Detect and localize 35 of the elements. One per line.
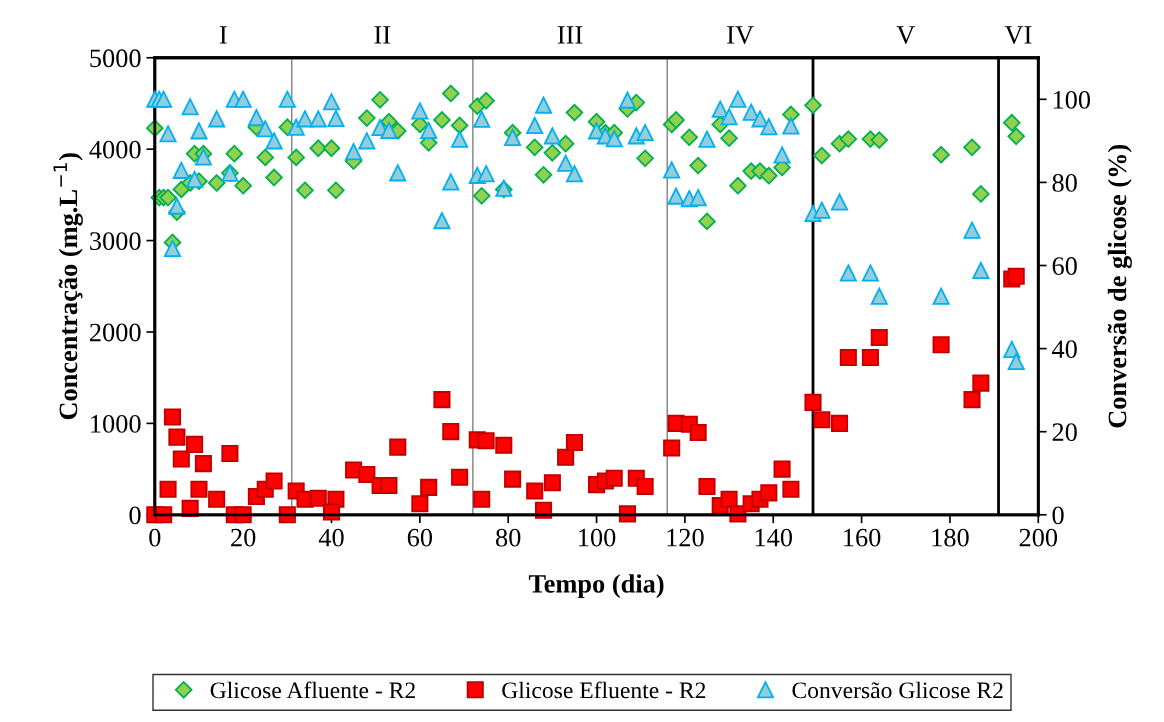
y-tick-label: 2000	[90, 323, 141, 342]
x-tick-label: 80	[496, 528, 521, 547]
y-axis-title: Concentração (mg.L$^{−1}$)	[53, 153, 83, 420]
x-tick-label: 20	[231, 528, 256, 547]
x-tick-label: 120	[667, 528, 704, 547]
text: V	[896, 26, 915, 44]
text: VI	[1004, 26, 1032, 44]
legend-label: Glicose Afluente - R2	[210, 681, 415, 699]
y2-tick-label: 0	[1052, 506, 1064, 525]
y2-tick-label: 80	[1052, 174, 1077, 192]
x-tick-label: 160	[844, 528, 881, 547]
x-tick-label: 60	[407, 528, 433, 547]
legend-label: Glicose Efluente - R2	[502, 681, 706, 699]
text: I	[219, 26, 227, 44]
y2-tick-label: 20	[1052, 423, 1077, 442]
y2-tick-label: 60	[1052, 257, 1077, 275]
x-tick-label: 0	[149, 528, 161, 547]
y-tick-label: 3000	[90, 232, 141, 250]
y-tick-label: 1000	[91, 414, 141, 433]
y-tick-label: 4000	[89, 140, 141, 159]
y-tick-label: 0	[129, 506, 141, 525]
x-axis-title: Tempo (dia)	[528, 574, 664, 599]
y2-tick-label: 100	[1053, 90, 1091, 109]
text: IV	[727, 26, 754, 44]
legend-label: Conversão Glicose R2	[792, 681, 1003, 699]
y-tick-label: 5000	[90, 49, 141, 68]
x-tick-label: 180	[932, 528, 969, 547]
text: III	[557, 26, 583, 44]
x-tick-label: 200	[1019, 528, 1058, 547]
y2-tick-label: 40	[1052, 340, 1077, 359]
x-tick-label: 40	[318, 528, 344, 547]
text: II	[374, 26, 391, 44]
y2-axis-title: Conversão de glicose (%)	[1107, 144, 1132, 428]
x-tick-label: 100	[579, 528, 616, 547]
x-tick-label: 140	[755, 528, 793, 547]
